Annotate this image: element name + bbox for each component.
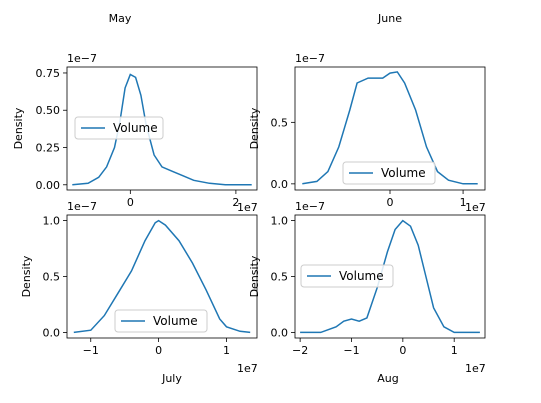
y-tick-label: 0.25: [36, 142, 61, 155]
y-offset-label: 1e−7: [295, 52, 325, 65]
x-tick-label: 0: [387, 196, 394, 209]
x-tick-label: −1: [343, 344, 359, 357]
y-tick-label: 0.75: [36, 67, 61, 80]
x-offset-label: 1e7: [465, 201, 486, 214]
legend: Volume: [343, 162, 435, 184]
y-axis-label: Density: [248, 107, 261, 149]
legend: Volume: [301, 265, 393, 287]
x-tick-label: 0: [399, 344, 406, 357]
legend: Volume: [115, 310, 207, 332]
y-axis-label: Density: [248, 255, 261, 297]
legend-label: Volume: [113, 121, 158, 135]
y-tick-label: 0.5: [43, 271, 61, 284]
x-axis-label: July: [161, 372, 182, 385]
x-offset-label: 1e7: [237, 201, 258, 214]
y-tick-label: 0.50: [36, 104, 61, 117]
y-tick-label: 0.5: [271, 116, 289, 129]
legend-label: Volume: [381, 166, 426, 180]
x-tick-label: 0: [127, 196, 134, 209]
y-axis-label: Density: [12, 107, 25, 149]
y-tick-label: 0.5: [271, 271, 289, 284]
y-tick-label: 0.00: [36, 179, 61, 192]
y-tick-label: 0.0: [271, 178, 289, 191]
x-tick-label: −1: [83, 344, 99, 357]
legend: Volume: [75, 117, 163, 139]
y-tick-label: 0.0: [271, 326, 289, 339]
x-offset-label: 1e7: [465, 362, 486, 375]
subplot-title: June: [377, 12, 402, 25]
x-tick-label: 1: [223, 344, 230, 357]
y-offset-label: 1e−7: [67, 200, 97, 213]
y-axis-label: Density: [20, 255, 33, 297]
y-offset-label: 1e−7: [67, 52, 97, 65]
y-tick-label: 1.0: [271, 215, 289, 228]
y-offset-label: 1e−7: [295, 200, 325, 213]
legend-label: Volume: [339, 269, 384, 283]
y-tick-label: 0.0: [43, 326, 61, 339]
x-axis-label: Aug: [377, 372, 398, 385]
subplot-3: −1 0 1 0.0 0.5 1.0 1e7 1e−7 Density July Volume: [20, 200, 258, 385]
subplot-title: May: [109, 12, 132, 25]
x-offset-label: 1e7: [237, 362, 258, 375]
y-tick-label: 1.0: [43, 215, 61, 228]
x-tick-label: −2: [292, 344, 308, 357]
subplot-4: −2 −1 0 1 0.0 0.5 1.0 1e7 1e−7 Density Aug Volume: [248, 200, 486, 385]
x-tick-label: 1: [451, 344, 458, 357]
x-tick-label: 0: [155, 344, 162, 357]
legend-label: Volume: [153, 314, 198, 328]
